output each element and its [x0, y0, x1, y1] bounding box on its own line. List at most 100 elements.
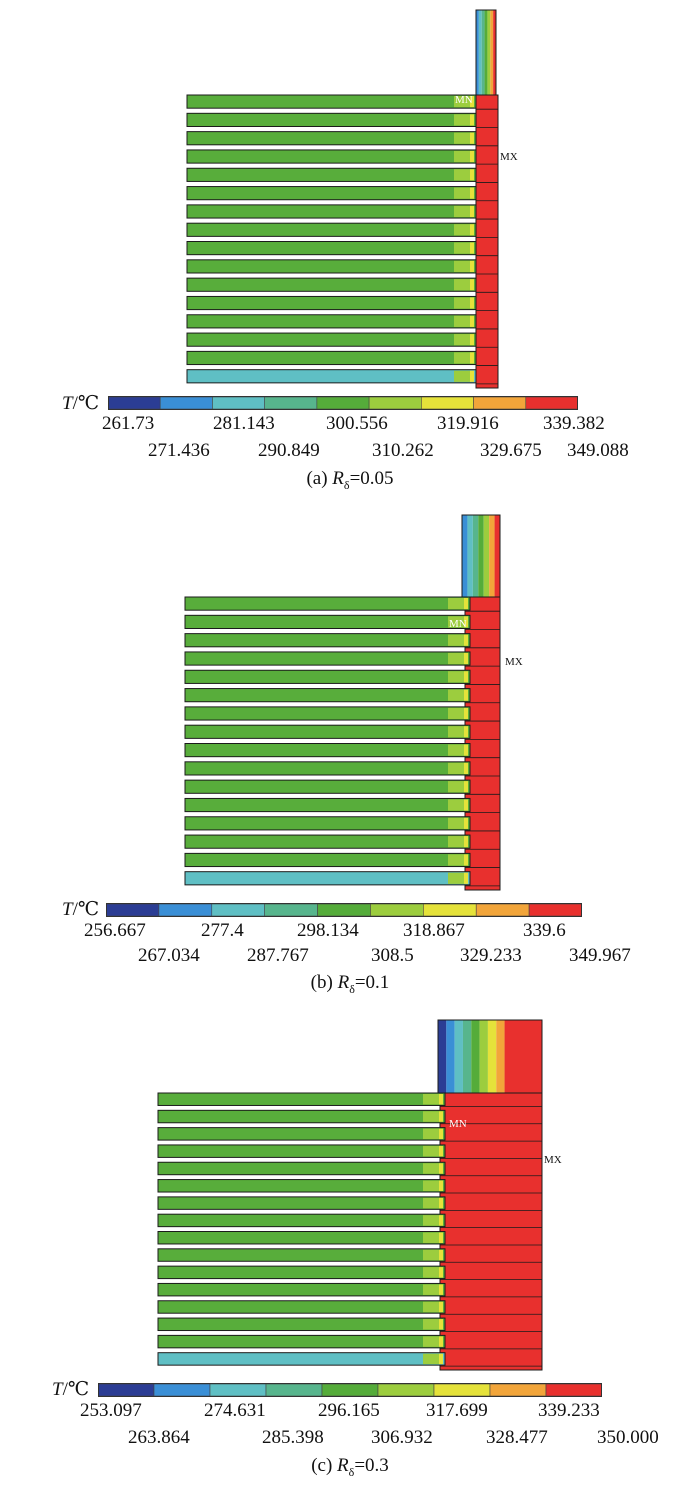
panel-a: MN MX T/℃ 261.73 281.143 300.556 319.916 … — [0, 0, 700, 495]
p2-fin-tip — [423, 1163, 439, 1174]
p1-fin-tip — [448, 689, 464, 701]
colorbar-c — [98, 1383, 602, 1397]
colorbar-0-swatch — [368, 396, 422, 410]
tick-b-bot-1: 267.034 — [138, 945, 200, 966]
p0-riser-column — [475, 9, 497, 96]
p0-fin-tip — [470, 297, 474, 309]
p1-riser-band — [462, 515, 468, 597]
p1-fin-tip — [448, 634, 464, 646]
p2-fin-tip — [439, 1319, 443, 1330]
p0-fin-tip — [454, 114, 470, 126]
p2-fin-tip — [423, 1267, 439, 1278]
colorbar-1-swatch — [211, 903, 265, 917]
colorbar-1-frame — [106, 903, 582, 917]
colorbar-2-swatch — [545, 1383, 602, 1397]
colorbar-1-swatch — [106, 903, 160, 917]
p0-fin-tip — [470, 260, 474, 272]
p0-fin-tip — [454, 297, 470, 309]
contour-plot-b: MN MX — [184, 514, 523, 891]
colorbar-0-swatch — [212, 396, 265, 410]
p0-fin — [186, 222, 477, 237]
p0-fin-tip — [470, 187, 474, 199]
colorbar-2-swatch — [265, 1383, 323, 1397]
p2-fin-tip — [423, 1301, 439, 1313]
p0-fin-tip — [454, 315, 470, 327]
p0-max-marker: MX — [500, 151, 518, 163]
p0-riser-band — [478, 10, 482, 95]
p1-fin-tip — [464, 616, 468, 628]
p0-fin-tip — [454, 150, 470, 163]
p2-fin — [157, 1161, 446, 1176]
colorbar-1-swatch — [264, 903, 318, 917]
p0-fin — [186, 314, 477, 329]
p2-fin — [157, 1213, 446, 1228]
tick-c-top-2: 274.631 — [204, 1400, 266, 1421]
p0-riser-band — [481, 10, 485, 95]
p0-fin-tip — [470, 114, 474, 126]
p0-riser-band — [490, 10, 494, 95]
tick-b-bot-5: 349.967 — [569, 945, 631, 966]
colorbar-2-frame — [98, 1383, 602, 1397]
colorbar-2-swatch — [153, 1383, 211, 1397]
p1-fin-tip — [448, 707, 464, 720]
p2-fin-tip — [439, 1301, 443, 1313]
tick-a-bot-1: 271.436 — [148, 440, 210, 461]
p2-riser-column — [437, 1019, 543, 1094]
p2-fin-tip — [439, 1232, 443, 1243]
p1-fin-tip — [448, 836, 464, 848]
p2-riser-band — [487, 1020, 497, 1093]
p1-fin-tip — [448, 854, 464, 866]
tick-a-bot-3: 310.262 — [372, 440, 434, 461]
p1-fin — [184, 688, 471, 703]
p2-riser-band — [454, 1020, 463, 1093]
p0-fin-tip — [470, 96, 474, 108]
p2-fin — [157, 1265, 446, 1280]
p0-fin — [186, 259, 477, 274]
p2-fin-tip — [439, 1180, 443, 1192]
p2-fin-tip — [439, 1197, 443, 1209]
p0-fin-tip — [454, 187, 470, 199]
p1-fin — [184, 614, 471, 629]
p0-fin — [186, 369, 477, 384]
tick-c-bot-1: 263.864 — [128, 1427, 190, 1448]
p0-fin-tip — [470, 205, 474, 218]
p2-fin-tip — [423, 1232, 439, 1243]
p0-min-marker: MN — [455, 94, 473, 106]
p0-hot-zone — [475, 94, 499, 389]
colorbar-1-swatch — [475, 903, 530, 917]
colorbar-0-swatch — [159, 396, 213, 410]
p0-fin-tip — [454, 132, 470, 144]
p1-fin — [184, 779, 471, 794]
colorbar-0-swatch — [264, 396, 318, 410]
p1-fin-tip — [464, 836, 468, 848]
p1-fin — [184, 596, 471, 611]
p0-riser-band — [484, 10, 488, 95]
colorbar-2-swatch — [489, 1383, 547, 1397]
p1-riser-band — [494, 515, 500, 597]
p0-fin — [186, 295, 477, 311]
tick-c-top-4: 317.699 — [426, 1400, 488, 1421]
p2-fin — [157, 1282, 446, 1297]
colorbar-0-swatch — [108, 396, 161, 410]
colorbar-1-swatch — [423, 903, 477, 917]
p2-fin — [157, 1144, 446, 1158]
tick-c-top-3: 296.165 — [318, 1400, 380, 1421]
p0-fin — [186, 277, 477, 292]
p0-fin — [186, 94, 477, 109]
p1-fin-tip — [464, 634, 468, 646]
p2-fin-tip — [423, 1249, 439, 1261]
p2-fin — [157, 1334, 446, 1349]
p2-riser-band — [471, 1020, 480, 1093]
p1-riser-column — [461, 514, 501, 598]
tick-c-top-5: 339.233 — [538, 1400, 600, 1421]
tick-c-top-1: 253.097 — [80, 1400, 142, 1421]
p0-riser-band — [493, 10, 496, 95]
colorbar-0-swatch — [316, 396, 370, 410]
p1-fin-tip — [464, 671, 468, 683]
tick-a-bot-4: 329.675 — [480, 440, 542, 461]
p2-max-marker: MX — [544, 1154, 562, 1166]
p2-fin-tip — [439, 1336, 443, 1347]
p2-fin-tip — [423, 1319, 439, 1330]
p1-fin-tip — [448, 872, 464, 884]
p1-fin-tip — [464, 799, 468, 811]
